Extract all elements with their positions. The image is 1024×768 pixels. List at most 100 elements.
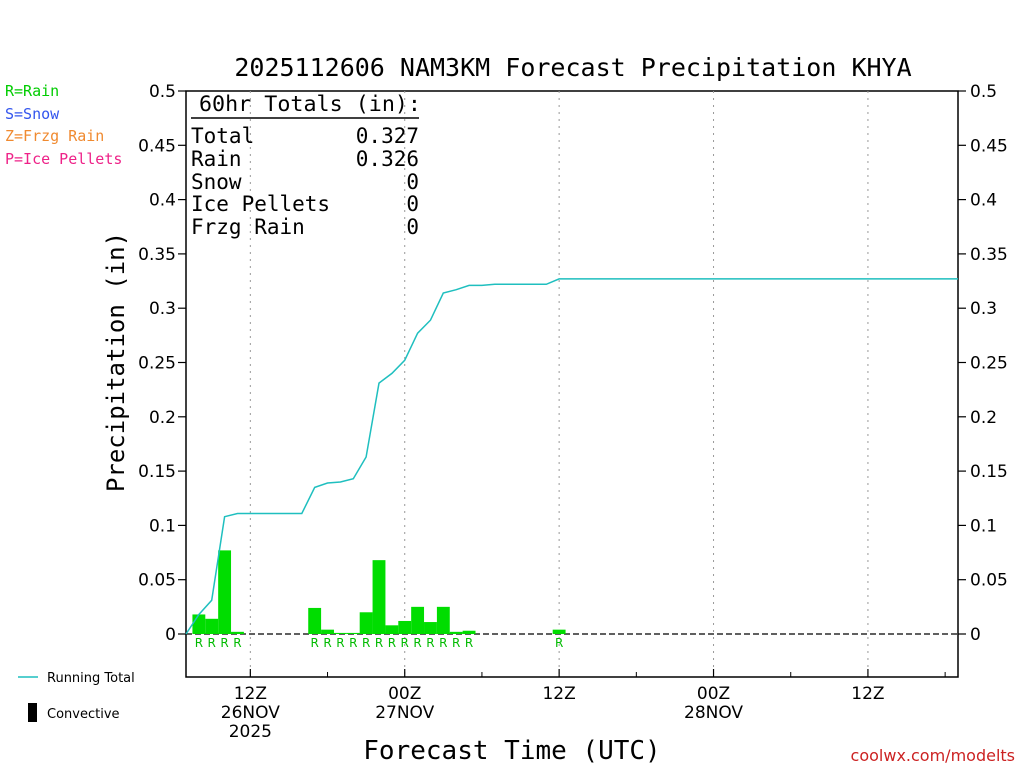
totals-label-frzg-rain: Frzg Rain xyxy=(191,215,305,239)
x-tick-label: 00Z xyxy=(388,684,421,704)
precip-bar xyxy=(411,606,425,634)
y-axis-label: Precipitation (in) xyxy=(102,232,130,492)
y-tick-label-left: 0.15 xyxy=(138,462,176,482)
precip-bar xyxy=(462,630,476,634)
x-tick-label: 28NOV xyxy=(684,703,743,723)
running-total-line xyxy=(185,278,958,635)
y-tick-label-left: 0.2 xyxy=(149,408,176,428)
x-axis-label: Forecast Time (UTC) xyxy=(363,736,660,766)
precip-type-label: R xyxy=(465,636,473,650)
precip-bar xyxy=(231,631,244,634)
precip-type-label: R xyxy=(452,636,460,650)
x-tick-label: 27NOV xyxy=(375,703,434,723)
y-tick-label-right: 0.4 xyxy=(970,191,997,211)
totals-header: 60hr Totals (in): xyxy=(199,92,421,116)
y-tick-label-right: 0 xyxy=(970,625,981,645)
precip-type-label: R xyxy=(388,636,396,650)
y-tick-label-right: 0.45 xyxy=(970,136,1008,156)
precip-bar xyxy=(205,618,219,634)
precip-type-label: R xyxy=(336,636,344,650)
precip-type-label: R xyxy=(375,636,383,650)
y-tick-label-right: 0.5 xyxy=(970,82,997,102)
totals-label-total: Total xyxy=(191,124,254,148)
y-tick-label-left: 0.45 xyxy=(138,136,176,156)
precip-type-label: R xyxy=(362,636,370,650)
y-tick-label-right: 0.1 xyxy=(970,516,997,536)
precip-bar xyxy=(321,629,334,634)
y-tick-label-left: 0.1 xyxy=(149,516,176,536)
totals-value-snow: 0 xyxy=(406,170,419,194)
source-credit: coolwx.com/modelts xyxy=(851,746,1015,765)
y-axis-left: 0 0.05 0.1 0.15 0.2 0.25 0.3 0.35 0.4 0.45 0.5 xyxy=(138,82,186,645)
legend-snow: S=Snow xyxy=(5,105,60,123)
y-tick-label-left: 0.05 xyxy=(138,571,176,591)
precip-type-label: R xyxy=(413,636,421,650)
y-tick-label-left: 0 xyxy=(165,625,176,645)
totals-label-ice-pellets: Ice Pellets xyxy=(191,192,330,216)
convective-legend-label: Convective xyxy=(47,707,120,722)
precip-bar xyxy=(359,612,373,634)
vertical-gridlines xyxy=(249,91,869,677)
y-tick-label-left: 0.4 xyxy=(149,191,176,211)
y-tick-label-right: 0.2 xyxy=(970,408,997,428)
precip-bar xyxy=(552,629,566,634)
y-tick-label-right: 0.35 xyxy=(970,245,1008,265)
precip-bar xyxy=(424,622,437,634)
precip-type-label: R xyxy=(195,636,203,650)
legend-ice-pellets: P=Ice Pellets xyxy=(5,150,122,168)
precip-bar xyxy=(449,631,463,634)
precip-type-label: R xyxy=(220,636,228,650)
legend-rain: R=Rain xyxy=(5,82,59,100)
totals-box: 60hr Totals (in): Total 0.327 Rain 0.326… xyxy=(191,92,421,239)
totals-label-rain: Rain xyxy=(191,147,242,171)
x-tick-label: 26NOV xyxy=(221,703,280,723)
precip-type-label: R xyxy=(208,636,216,650)
precip-type-label: R xyxy=(310,636,318,650)
y-tick-label-left: 0.3 xyxy=(149,299,176,319)
x-tick-label: 12Z xyxy=(851,684,884,704)
x-tick-label: 12Z xyxy=(234,684,267,704)
plot-frame xyxy=(185,90,959,678)
y-tick-label-left: 0.5 xyxy=(149,82,176,102)
precip-bar xyxy=(372,560,386,634)
x-tick-label: 00Z xyxy=(697,684,730,704)
y-tick-label-right: 0.3 xyxy=(970,299,997,319)
y-tick-label-right: 0.05 xyxy=(970,571,1008,591)
precip-type-label: R xyxy=(233,636,241,650)
precip-type-legend: R=Rain S=Snow Z=Frzg Rain P=Ice Pellets xyxy=(5,82,122,168)
precip-type-label: R xyxy=(401,636,409,650)
y-tick-label-left: 0.35 xyxy=(138,245,176,265)
running-total-legend-label: Running Total xyxy=(47,671,135,686)
precip-type-label: R xyxy=(426,636,434,650)
precip-bar xyxy=(436,606,450,634)
totals-value-ice-pellets: 0 xyxy=(406,192,419,216)
legend-frzg-rain: Z=Frzg Rain xyxy=(5,127,104,145)
convective-legend-swatch xyxy=(28,703,37,722)
x-tick-label: 12Z xyxy=(542,684,575,704)
totals-label-snow: Snow xyxy=(191,170,242,194)
x-tick-label: 2025 xyxy=(229,722,272,742)
precip-bar xyxy=(192,614,206,634)
precip-type-label: R xyxy=(439,636,447,650)
y-axis-right: 0 0.05 0.1 0.15 0.2 0.25 0.3 0.35 0.4 0.45 0.5 xyxy=(958,82,1008,645)
precip-type-label: R xyxy=(349,636,357,650)
precip-bar xyxy=(398,620,412,634)
y-tick-label-right: 0.25 xyxy=(970,354,1008,374)
bottom-legend: Running Total Convective xyxy=(18,671,135,722)
precip-bar xyxy=(385,625,399,634)
totals-value-frzg-rain: 0 xyxy=(406,215,419,239)
y-tick-label-left: 0.25 xyxy=(138,354,176,374)
totals-value-rain: 0.326 xyxy=(356,147,419,171)
precip-bar xyxy=(308,607,322,634)
y-tick-label-right: 0.15 xyxy=(970,462,1008,482)
precip-bar xyxy=(346,632,360,634)
precip-type-label: R xyxy=(555,636,563,650)
precip-bar xyxy=(218,550,232,634)
chart-title: 2025112606 NAM3KM Forecast Precipitation… xyxy=(234,53,911,82)
precip-bar xyxy=(333,632,347,634)
precip-type-label: R xyxy=(323,636,331,650)
totals-value-total: 0.327 xyxy=(356,124,419,148)
